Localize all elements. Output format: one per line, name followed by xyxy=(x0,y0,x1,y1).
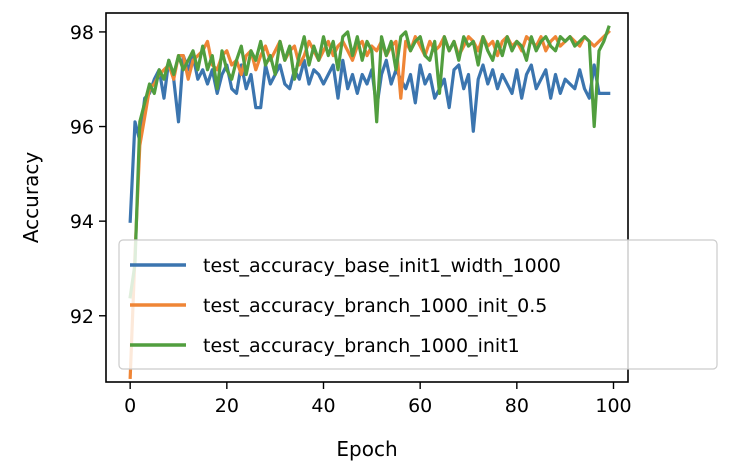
x-tick-label: 100 xyxy=(595,395,631,417)
legend: test_accuracy_base_init1_width_1000 test_… xyxy=(118,239,718,370)
legend-label-3: test_accuracy_branch_1000_init1 xyxy=(203,335,520,357)
x-tick-label: 20 xyxy=(215,395,239,417)
x-tick-label: 60 xyxy=(408,395,432,417)
y-tick-label: 94 xyxy=(70,211,94,233)
x-tick-label: 40 xyxy=(311,395,335,417)
plot-frame xyxy=(105,12,629,383)
series-line-1 xyxy=(128,53,611,223)
y-tick-label: 98 xyxy=(70,22,94,44)
x-tick-label: 80 xyxy=(505,395,529,417)
series-layer xyxy=(128,25,611,379)
y-axis: 92 94 96 98 xyxy=(70,22,106,328)
series-line-2 xyxy=(128,29,611,379)
y-axis-label: Accuracy xyxy=(19,152,43,243)
legend-label-1: test_accuracy_base_init1_width_1000 xyxy=(203,255,561,277)
y-tick-label: 96 xyxy=(70,117,94,139)
x-axis-label: Epoch xyxy=(336,437,397,461)
series-line-3 xyxy=(128,25,611,299)
y-tick-label: 92 xyxy=(70,306,94,328)
legend-box xyxy=(118,239,718,370)
x-axis: 0 20 40 60 80 100 xyxy=(124,382,632,417)
legend-label-2: test_accuracy_branch_1000_init_0.5 xyxy=(203,295,547,317)
x-tick-label: 0 xyxy=(124,395,136,417)
